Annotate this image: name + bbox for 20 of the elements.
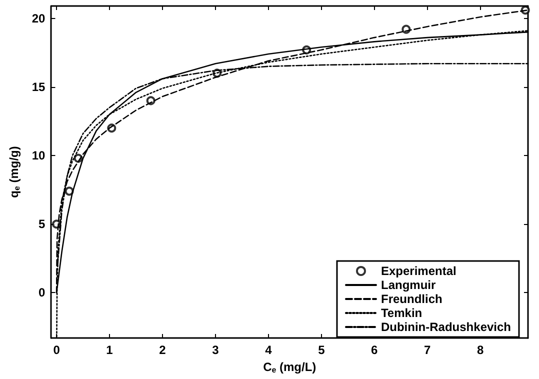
x-tick-label: 6 [371, 343, 378, 357]
x-tick-label: 1 [106, 343, 114, 357]
x-tick-label: 2 [159, 343, 166, 357]
legend-label: Freundlich [380, 292, 442, 306]
legend-label: Dubinin-Radushkevich [380, 320, 511, 334]
x-tick-label: 5 [318, 343, 326, 357]
x-tick-label: 8 [476, 343, 484, 357]
y-tick-label: 15 [32, 80, 46, 94]
legend-label: Temkin [380, 306, 422, 320]
y-tick-label: 10 [32, 148, 46, 163]
x-tick-label: 7 [424, 343, 432, 357]
legend-label: Langmuir [380, 278, 436, 292]
y-tick-label: 0 [38, 286, 46, 300]
x-tick-label: 0 [53, 343, 60, 357]
x-tick-label: 3 [212, 343, 220, 357]
y-tick-label: 20 [32, 11, 46, 26]
legend-label: Experimental [380, 264, 456, 278]
y-axis-title: qe (mg/g) [7, 146, 22, 198]
y-tick-label: 5 [38, 217, 46, 232]
x-tick-label: 4 [265, 343, 272, 357]
